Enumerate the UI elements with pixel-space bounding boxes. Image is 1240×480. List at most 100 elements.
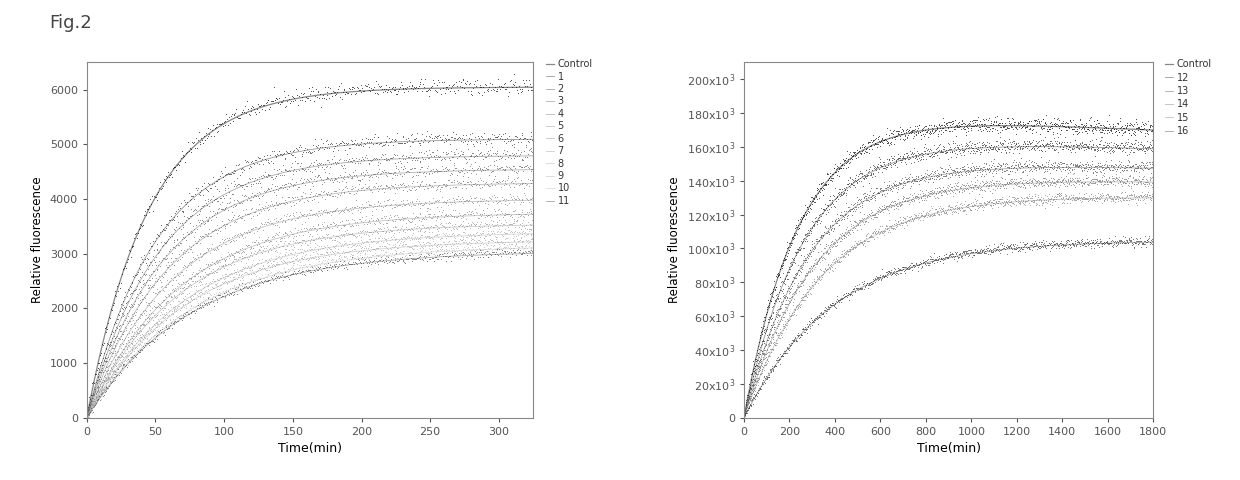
Y-axis label: Relative fluorescence: Relative fluorescence [668,177,681,303]
Control [779,253,794,259]
10 [294,265,309,271]
4 [445,182,460,188]
5 [291,215,306,220]
Control [445,85,460,91]
2 [526,153,541,159]
16 [1146,239,1161,245]
Line: 1: 1 [87,139,533,418]
Line: 9: 9 [87,242,533,418]
1 [345,142,360,148]
6 [526,211,541,217]
13 [1055,165,1070,170]
X-axis label: Time(min): Time(min) [916,442,981,455]
2 [445,154,460,160]
10 [321,260,336,266]
1 [526,136,541,142]
11 [321,265,336,271]
3 [526,167,541,172]
14 [901,197,916,203]
Legend: Control, 12, 13, 14, 15, 16: Control, 12, 13, 14, 15, 16 [1162,55,1216,140]
8 [526,231,541,237]
7 [79,415,94,420]
15 [901,217,916,223]
15 [1055,196,1070,202]
12 [1030,144,1045,150]
11 [345,262,360,267]
2 [515,153,529,159]
5 [445,199,460,205]
4 [294,196,309,202]
5 [526,197,541,203]
7 [515,222,529,228]
11 [79,415,94,420]
3 [515,167,529,173]
1 [445,137,460,143]
8 [515,231,529,237]
10 [79,415,94,420]
6 [515,212,529,217]
14 [1018,180,1033,186]
Legend: Control, 1, 2, 3, 4, 5, 6, 7, 8, 9, 10, 11: Control, 1, 2, 3, 4, 5, 6, 7, 8, 9, 10, … [542,55,596,210]
12 [1146,146,1161,152]
16 [1063,241,1078,247]
14 [1105,179,1120,185]
Control [291,95,306,101]
15 [916,213,931,219]
5 [515,197,529,203]
15 [1146,195,1161,201]
3 [294,181,309,187]
12 [737,415,751,420]
6 [79,415,94,420]
Line: 7: 7 [87,225,533,418]
15 [1018,198,1033,204]
4 [526,180,541,186]
12 [1018,144,1033,150]
Line: Control: Control [744,126,1153,418]
4 [79,415,94,420]
6 [321,225,336,230]
5 [345,206,360,212]
4 [345,189,360,194]
1 [321,144,336,150]
6 [291,230,306,236]
Line: Control: Control [87,87,533,418]
12 [916,152,931,157]
13 [737,415,751,420]
9 [515,239,529,245]
16 [779,348,794,354]
Control [294,95,309,100]
2 [79,415,94,420]
Line: 10: 10 [87,248,533,418]
13 [779,293,794,299]
14 [1063,180,1078,185]
7 [291,240,306,246]
Line: 15: 15 [744,198,1153,418]
8 [445,233,460,239]
9 [345,249,360,255]
Control [345,89,360,95]
11 [526,251,541,256]
16 [916,261,931,266]
12 [779,275,794,280]
5 [294,214,309,220]
Line: 6: 6 [87,214,533,418]
5 [79,415,94,420]
7 [345,231,360,237]
13 [1066,165,1081,170]
1 [291,149,306,155]
8 [291,251,306,256]
Line: 8: 8 [87,234,533,418]
Line: 5: 5 [87,200,533,418]
12 [1056,144,1071,150]
Control [1018,123,1033,129]
14 [1055,180,1070,185]
Line: 4: 4 [87,183,533,418]
2 [291,167,306,172]
12 [901,155,916,161]
1 [79,415,94,420]
Control [321,91,336,97]
3 [345,174,360,180]
16 [901,265,916,271]
4 [515,181,529,187]
2 [345,159,360,165]
